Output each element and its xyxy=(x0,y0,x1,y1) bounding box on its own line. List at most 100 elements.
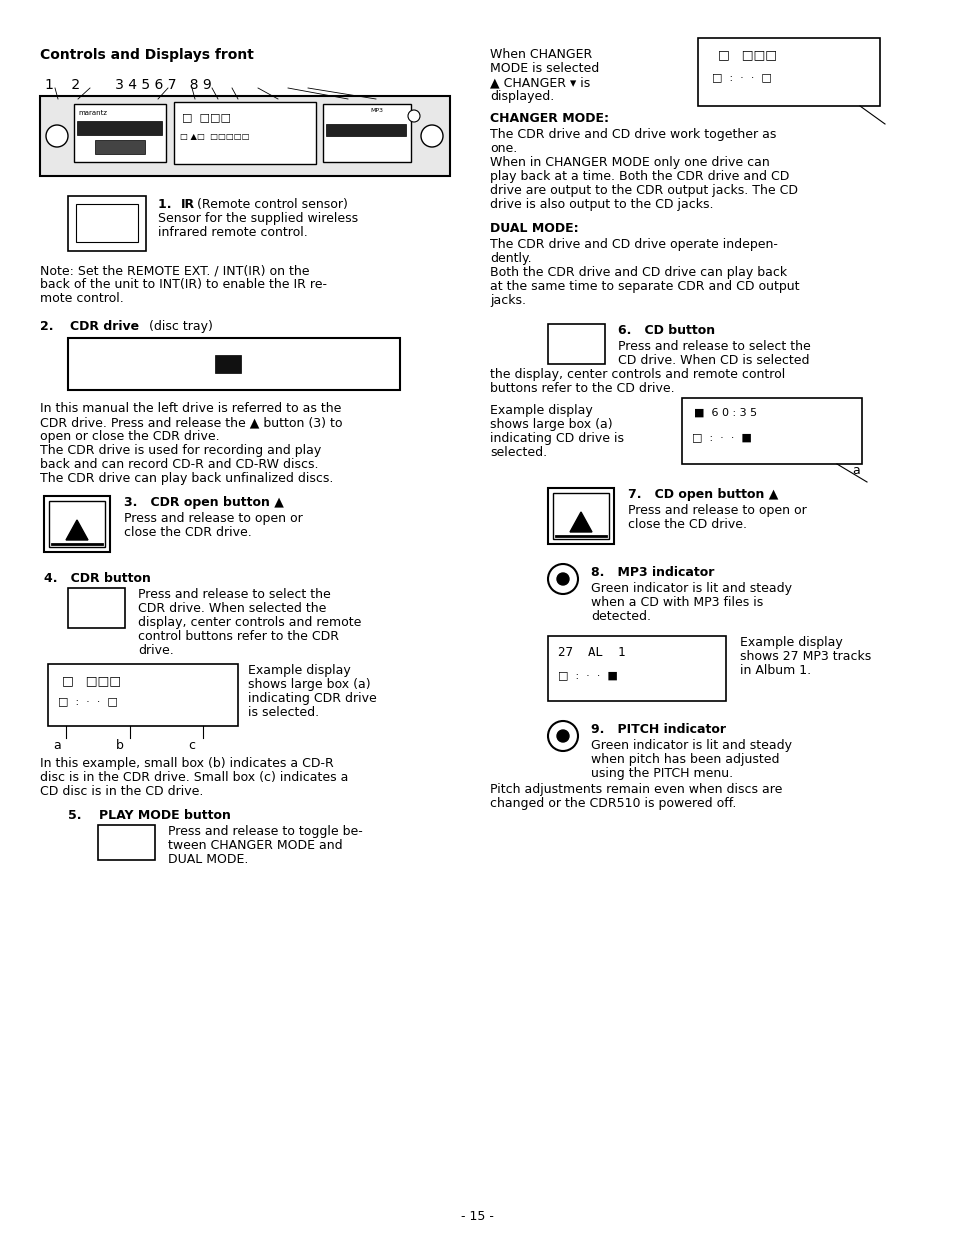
Bar xyxy=(76,204,138,242)
Text: close the CDR drive.: close the CDR drive. xyxy=(124,526,252,538)
Text: ■  6 0 : 3 5: ■ 6 0 : 3 5 xyxy=(693,408,757,417)
Text: MP3: MP3 xyxy=(370,107,382,112)
Text: when pitch has been adjusted: when pitch has been adjusted xyxy=(590,753,779,766)
Text: shows large box (a): shows large box (a) xyxy=(490,417,612,431)
Text: drive are output to the CDR output jacks. The CD: drive are output to the CDR output jacks… xyxy=(490,184,797,198)
Bar xyxy=(68,196,146,251)
Text: (disc tray): (disc tray) xyxy=(145,320,213,333)
Circle shape xyxy=(547,564,578,594)
Text: □  :  ·  ·  □: □ : · · □ xyxy=(711,72,771,82)
Text: (Remote control sensor): (Remote control sensor) xyxy=(193,198,348,211)
Text: jacks.: jacks. xyxy=(490,294,525,308)
Bar xyxy=(547,324,604,364)
Text: displayed.: displayed. xyxy=(490,90,554,103)
Text: Pitch adjustments remain even when discs are: Pitch adjustments remain even when discs… xyxy=(490,783,781,797)
Bar xyxy=(553,493,608,538)
Text: 2.: 2. xyxy=(40,320,71,333)
Text: DUAL MODE:: DUAL MODE: xyxy=(490,222,578,235)
Bar xyxy=(68,588,125,629)
Circle shape xyxy=(46,125,68,147)
Bar xyxy=(681,398,862,464)
Text: indicating CDR drive: indicating CDR drive xyxy=(248,692,376,705)
Text: CD drive. When CD is selected: CD drive. When CD is selected xyxy=(618,354,809,367)
Text: Press and release to open or: Press and release to open or xyxy=(627,504,806,517)
Text: control buttons refer to the CDR: control buttons refer to the CDR xyxy=(138,630,338,643)
Text: open or close the CDR drive.: open or close the CDR drive. xyxy=(40,430,219,443)
Text: 9.   PITCH indicator: 9. PITCH indicator xyxy=(590,722,725,736)
Text: 3.   CDR open button ▲: 3. CDR open button ▲ xyxy=(124,496,284,509)
Text: a: a xyxy=(53,739,61,752)
Bar xyxy=(40,96,450,177)
Text: Example display: Example display xyxy=(248,664,351,677)
Text: Example display: Example display xyxy=(490,404,592,417)
Polygon shape xyxy=(66,520,88,540)
Circle shape xyxy=(547,721,578,751)
Bar xyxy=(173,103,315,164)
Text: buttons refer to the CD drive.: buttons refer to the CD drive. xyxy=(490,382,674,395)
Text: one.: one. xyxy=(490,142,517,156)
Text: Note: Set the REMOTE EXT. / INT(IR) on the: Note: Set the REMOTE EXT. / INT(IR) on t… xyxy=(40,264,309,277)
Text: Both the CDR drive and CD drive can play back: Both the CDR drive and CD drive can play… xyxy=(490,266,786,279)
Text: c: c xyxy=(188,739,194,752)
Text: □  :  ·  ·  ■: □ : · · ■ xyxy=(558,671,618,680)
Text: CHANGER MODE:: CHANGER MODE: xyxy=(490,112,608,125)
Text: □   □□□: □ □□□ xyxy=(718,48,776,61)
Text: the display, center controls and remote control: the display, center controls and remote … xyxy=(490,368,784,382)
Text: Green indicator is lit and steady: Green indicator is lit and steady xyxy=(590,582,791,595)
Text: IR: IR xyxy=(181,198,195,211)
Text: back of the unit to INT(IR) to enable the IR re-: back of the unit to INT(IR) to enable th… xyxy=(40,278,327,291)
Text: □  :  ·  ·  □: □ : · · □ xyxy=(58,697,118,706)
Text: □  □□□: □ □□□ xyxy=(182,112,231,122)
Text: In this manual the left drive is referred to as the: In this manual the left drive is referre… xyxy=(40,403,341,415)
Text: b: b xyxy=(116,739,124,752)
Text: shows 27 MP3 tracks: shows 27 MP3 tracks xyxy=(740,650,870,663)
Text: mote control.: mote control. xyxy=(40,291,124,305)
Text: When in CHANGER MODE only one drive can: When in CHANGER MODE only one drive can xyxy=(490,156,769,169)
Text: 4.   CDR button: 4. CDR button xyxy=(44,572,151,585)
Bar xyxy=(74,104,166,162)
Text: 1.: 1. xyxy=(158,198,180,211)
Text: Press and release to open or: Press and release to open or xyxy=(124,513,302,525)
Circle shape xyxy=(557,573,568,585)
Text: Press and release to select the: Press and release to select the xyxy=(618,340,810,353)
Text: tween CHANGER MODE and: tween CHANGER MODE and xyxy=(168,839,342,852)
Bar xyxy=(49,501,105,547)
Text: at the same time to separate CDR and CD output: at the same time to separate CDR and CD … xyxy=(490,280,799,293)
Circle shape xyxy=(420,125,442,147)
Bar xyxy=(547,488,614,543)
Polygon shape xyxy=(569,513,592,532)
Text: display, center controls and remote: display, center controls and remote xyxy=(138,616,361,629)
Text: The CDR drive and CD drive work together as: The CDR drive and CD drive work together… xyxy=(490,128,776,141)
Bar xyxy=(98,825,154,860)
Text: 8.   MP3 indicator: 8. MP3 indicator xyxy=(590,566,714,579)
Text: is selected.: is selected. xyxy=(248,706,319,719)
Text: 1    2        3 4 5 6 7   8 9: 1 2 3 4 5 6 7 8 9 xyxy=(45,78,212,91)
Text: play back at a time. Both the CDR drive and CD: play back at a time. Both the CDR drive … xyxy=(490,170,788,183)
Text: marantz: marantz xyxy=(78,110,107,116)
Text: drive.: drive. xyxy=(138,643,173,657)
Text: CDR drive: CDR drive xyxy=(70,320,139,333)
Text: The CDR drive and CD drive operate indepen-: The CDR drive and CD drive operate indep… xyxy=(490,238,777,251)
Bar xyxy=(44,496,110,552)
Circle shape xyxy=(408,110,419,122)
Text: changed or the CDR510 is powered off.: changed or the CDR510 is powered off. xyxy=(490,797,736,810)
Text: □   □□□: □ □□□ xyxy=(62,674,121,687)
Bar xyxy=(48,664,237,726)
Text: 7.   CD open button ▲: 7. CD open button ▲ xyxy=(627,488,778,501)
Text: back and can record CD-R and CD-RW discs.: back and can record CD-R and CD-RW discs… xyxy=(40,458,318,471)
Text: indicating CD drive is: indicating CD drive is xyxy=(490,432,623,445)
Text: Press and release to select the: Press and release to select the xyxy=(138,588,331,601)
Bar xyxy=(547,636,725,701)
Text: a: a xyxy=(851,464,859,477)
Bar xyxy=(95,140,145,154)
Text: Controls and Displays front: Controls and Displays front xyxy=(40,48,253,62)
Text: CDR drive. Press and release the ▲ button (3) to: CDR drive. Press and release the ▲ butto… xyxy=(40,416,342,429)
Text: close the CD drive.: close the CD drive. xyxy=(627,517,746,531)
Text: In this example, small box (b) indicates a CD-R: In this example, small box (b) indicates… xyxy=(40,757,334,769)
Text: When CHANGER: When CHANGER xyxy=(490,48,592,61)
Text: DUAL MODE.: DUAL MODE. xyxy=(168,853,248,866)
Text: shows large box (a): shows large box (a) xyxy=(248,678,370,692)
Text: 5.    PLAY MODE button: 5. PLAY MODE button xyxy=(68,809,231,823)
Text: CD disc is in the CD drive.: CD disc is in the CD drive. xyxy=(40,785,203,798)
Text: ▲ CHANGER ▾ is: ▲ CHANGER ▾ is xyxy=(490,77,590,89)
